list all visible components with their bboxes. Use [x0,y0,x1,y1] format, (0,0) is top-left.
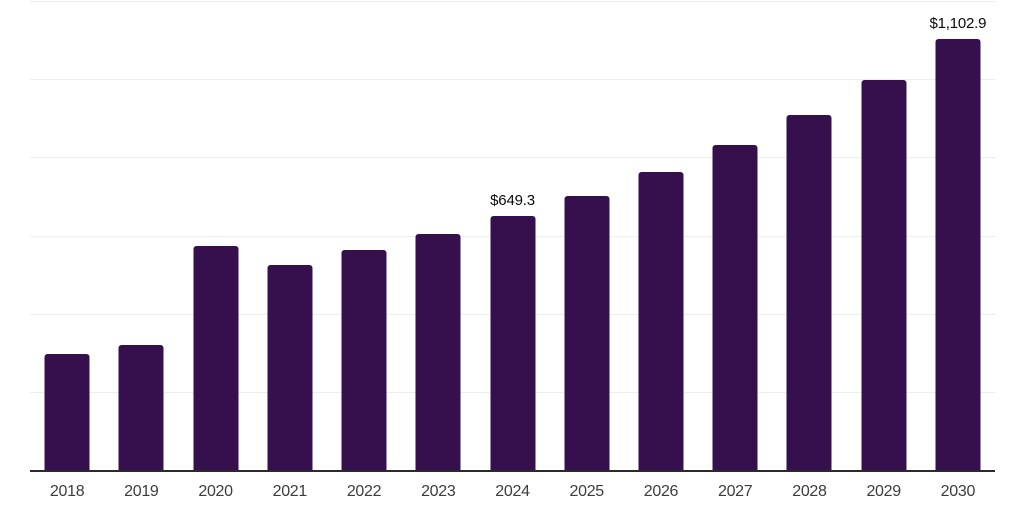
x-tick-2030: 2030 [940,483,976,500]
x-tick-2029: 2029 [866,483,901,500]
bar-2028 [786,115,832,470]
gridline-800 [30,157,995,159]
x-tick-2023: 2023 [421,483,456,500]
bar-2024 [490,216,535,470]
bar-2027 [712,144,758,470]
bar-2026 [638,171,684,470]
x-tick-2019: 2019 [124,483,159,500]
plot-area: $649.3 $1,102.9 [30,1,995,472]
x-tick-2021: 2021 [272,483,308,500]
x-tick-2028: 2028 [792,483,827,500]
bar-2022 [341,249,387,470]
x-tick-2020: 2020 [198,483,233,500]
bar-2029 [861,79,907,470]
x-tick-2025: 2025 [569,483,605,500]
bar-2018 [44,353,90,470]
x-tick-2022: 2022 [346,483,382,500]
bar-2030 [935,38,981,470]
x-tick-2018: 2018 [49,483,85,500]
x-axis: 2018 2019 2020 2021 2022 2023 2024 2025 2026 2027… [30,479,995,507]
gridline-1200 [30,1,995,2]
bar-2023 [415,234,461,470]
value-label-2030: $1,102.9 [929,14,987,32]
value-label-2024: $649.3 [490,192,535,210]
x-tick-2027: 2027 [717,483,753,500]
bar-2019 [118,344,164,470]
bar-2020 [193,246,239,470]
bar-2025 [564,196,610,470]
x-tick-2024: 2024 [495,483,530,500]
x-tick-2026: 2026 [643,483,679,500]
gridline-1000 [30,79,995,81]
bar-2021 [267,264,313,470]
